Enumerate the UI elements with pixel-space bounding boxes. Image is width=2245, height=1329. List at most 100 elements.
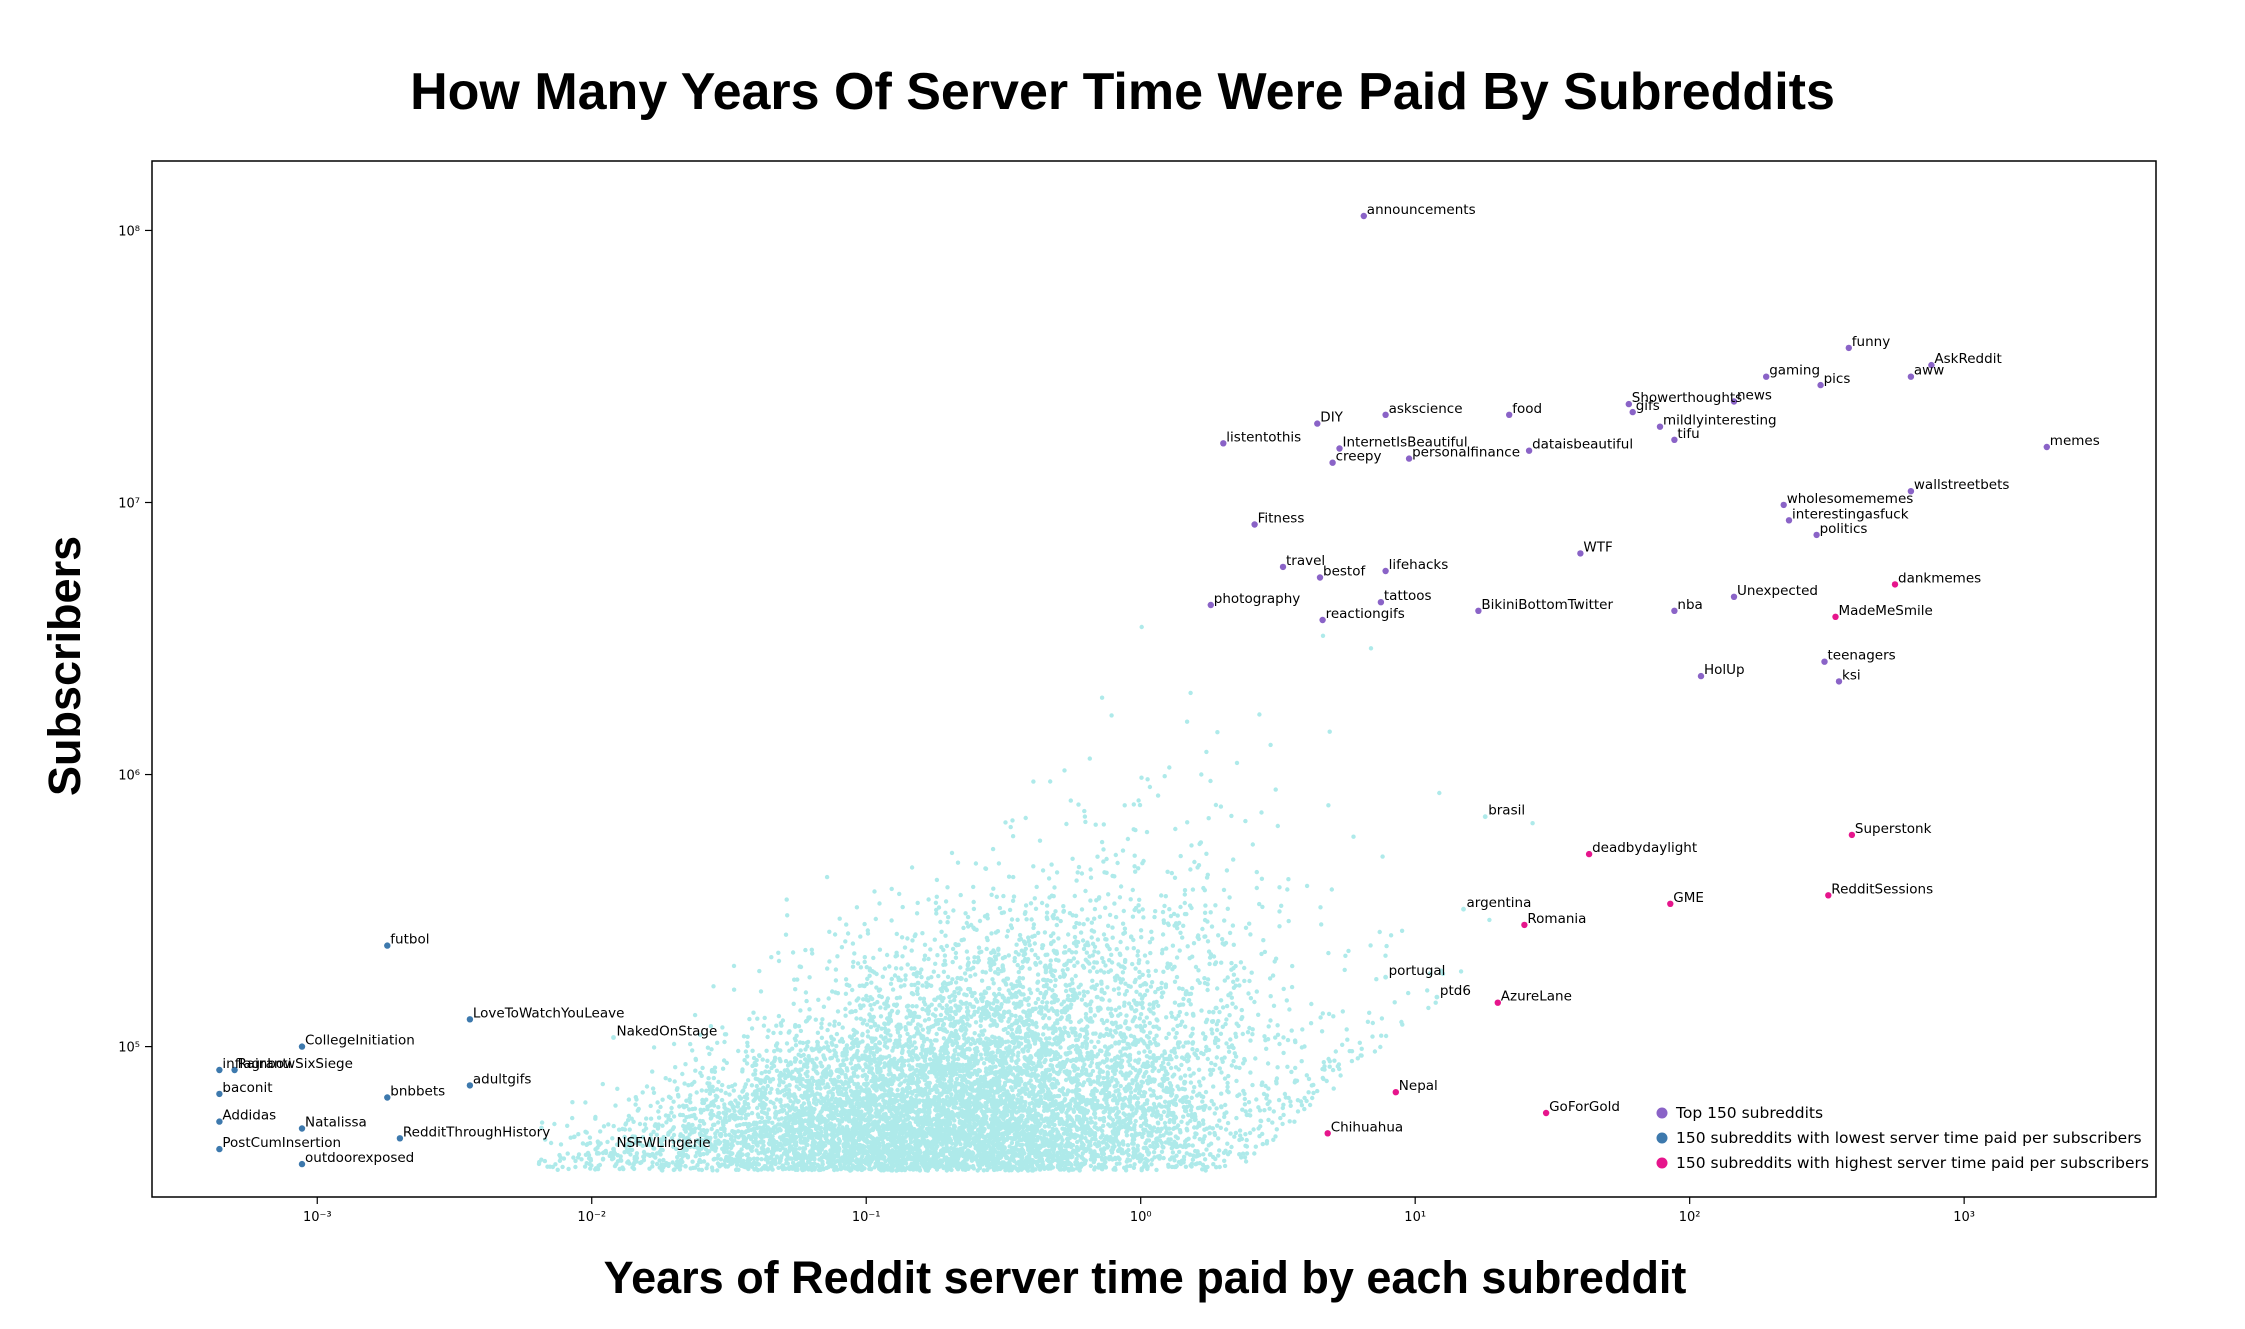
background-point xyxy=(1201,1121,1206,1127)
background-point xyxy=(1202,976,1207,981)
background-point xyxy=(934,877,940,883)
background-point xyxy=(751,1139,756,1145)
background-point xyxy=(1118,939,1123,945)
background-point xyxy=(1141,1019,1147,1024)
background-point xyxy=(1308,1021,1314,1026)
background-point xyxy=(1147,1020,1153,1026)
background-point xyxy=(716,1105,721,1110)
background-point xyxy=(640,1090,645,1095)
background-point xyxy=(1153,909,1158,914)
background-point xyxy=(827,929,832,934)
background-point xyxy=(1287,1119,1292,1124)
background-point xyxy=(1083,1015,1089,1020)
background-point xyxy=(1166,1061,1171,1067)
background-point xyxy=(943,1015,948,1021)
background-point xyxy=(1235,977,1240,982)
background-point xyxy=(1121,908,1127,914)
background-point xyxy=(1198,1083,1203,1088)
background-point xyxy=(771,1125,777,1130)
background-point xyxy=(836,1074,841,1080)
background-point xyxy=(1177,1149,1182,1155)
background-point xyxy=(795,977,800,982)
background-point xyxy=(961,1033,966,1038)
background-point xyxy=(1133,869,1138,874)
background-point xyxy=(840,1025,845,1030)
background-point xyxy=(1058,1054,1063,1060)
background-point xyxy=(671,1139,676,1145)
background-point xyxy=(1057,974,1063,980)
background-point xyxy=(1100,1069,1106,1074)
background-point xyxy=(1329,887,1335,892)
background-point xyxy=(572,1134,577,1139)
background-point xyxy=(1248,1038,1253,1043)
background-point xyxy=(1005,928,1011,934)
background-point xyxy=(898,1081,904,1086)
background-point xyxy=(1113,1040,1118,1045)
background-point xyxy=(932,1038,938,1043)
background-point xyxy=(1260,1141,1266,1147)
background-point xyxy=(772,1105,778,1110)
background-point xyxy=(1289,984,1295,990)
background-point xyxy=(872,1001,877,1007)
background-point xyxy=(956,1004,962,1009)
background-point xyxy=(864,965,869,970)
background-point xyxy=(1055,1112,1060,1117)
background-point xyxy=(650,1160,655,1165)
background-point xyxy=(1274,1076,1280,1081)
background-point xyxy=(1209,1060,1214,1066)
background-point xyxy=(953,1003,958,1008)
background-point xyxy=(1321,1060,1327,1065)
background-point xyxy=(1338,1073,1343,1078)
background-point xyxy=(961,937,966,942)
background-point xyxy=(1104,1018,1110,1023)
background-point xyxy=(945,885,950,890)
background-point xyxy=(1096,950,1101,955)
background-point xyxy=(1019,948,1024,953)
background-point xyxy=(1257,712,1262,717)
background-point xyxy=(1044,1036,1049,1041)
background-point xyxy=(1040,1070,1045,1076)
background-point xyxy=(688,1041,693,1047)
background-point xyxy=(933,961,938,966)
background-point xyxy=(1399,1019,1404,1025)
background-point xyxy=(1099,695,1105,700)
background-point xyxy=(742,1058,747,1063)
background-point xyxy=(1131,946,1137,951)
background-point xyxy=(1099,981,1104,986)
background-point xyxy=(881,1117,886,1122)
background-point xyxy=(782,1142,788,1147)
background-point xyxy=(935,1144,940,1149)
background-point xyxy=(945,1040,950,1046)
background-point xyxy=(921,1039,927,1044)
background-point xyxy=(1203,1034,1208,1040)
background-point xyxy=(1171,1120,1177,1125)
background-point xyxy=(1211,1102,1216,1107)
background-point xyxy=(1109,952,1114,957)
background-point xyxy=(858,1016,863,1021)
background-point xyxy=(1174,955,1180,960)
background-point xyxy=(576,1132,581,1137)
background-point xyxy=(1278,1115,1283,1121)
background-point xyxy=(1028,990,1034,996)
background-point xyxy=(946,915,951,920)
background-point xyxy=(648,1116,654,1121)
background-point xyxy=(745,1102,751,1107)
background-point xyxy=(952,994,958,999)
background-point xyxy=(1023,946,1028,951)
background-point xyxy=(965,956,971,961)
background-point xyxy=(984,946,989,952)
background-point xyxy=(979,1056,984,1061)
background-point xyxy=(690,1159,695,1164)
background-point xyxy=(981,1061,987,1066)
background-point xyxy=(1218,1125,1224,1131)
background-point xyxy=(988,967,993,972)
background-point xyxy=(1365,1019,1371,1024)
background-point xyxy=(850,987,855,993)
background-point xyxy=(860,1031,865,1037)
background-point xyxy=(731,987,737,992)
background-point xyxy=(843,1075,849,1080)
background-point xyxy=(1107,946,1112,952)
background-point xyxy=(1118,1083,1123,1089)
background-point xyxy=(749,1026,755,1031)
background-point xyxy=(642,1122,648,1127)
